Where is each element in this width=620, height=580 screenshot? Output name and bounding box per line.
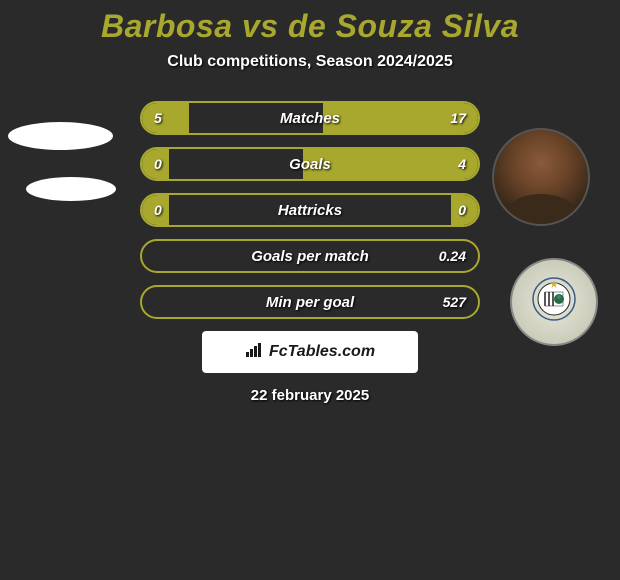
stat-right-value: 0 — [458, 202, 466, 218]
stat-label: Matches — [142, 110, 478, 127]
date-label: 22 february 2025 — [0, 387, 620, 404]
player1-club-crest — [26, 177, 116, 201]
stat-right-value: 4 — [458, 156, 466, 172]
stats-comparison: 5Matches170Goals40Hattricks0Goals per ma… — [140, 101, 480, 319]
stat-row: Min per goal527 — [140, 285, 480, 319]
player1-avatar — [8, 122, 113, 150]
stat-row: 0Goals4 — [140, 147, 480, 181]
stat-row: Goals per match0.24 — [140, 239, 480, 273]
stat-label: Hattricks — [142, 202, 478, 219]
stat-row: 0Hattricks0 — [140, 193, 480, 227]
brand-text: FcTables.com — [269, 343, 375, 361]
stat-label: Goals — [142, 156, 478, 173]
stat-right-value: 0.24 — [439, 248, 466, 264]
stat-right-value: 527 — [443, 294, 466, 310]
bar-chart-icon — [245, 342, 265, 363]
player2-avatar — [492, 128, 590, 226]
page-title: Barbosa vs de Souza Silva — [0, 8, 620, 45]
stat-row: 5Matches17 — [140, 101, 480, 135]
player2-club-crest — [510, 258, 598, 346]
crest-icon — [531, 276, 577, 329]
stat-right-value: 17 — [450, 110, 466, 126]
brand-watermark: FcTables.com — [202, 331, 418, 373]
subtitle: Club competitions, Season 2024/2025 — [0, 53, 620, 71]
stat-label: Goals per match — [142, 248, 478, 265]
stat-label: Min per goal — [142, 294, 478, 311]
